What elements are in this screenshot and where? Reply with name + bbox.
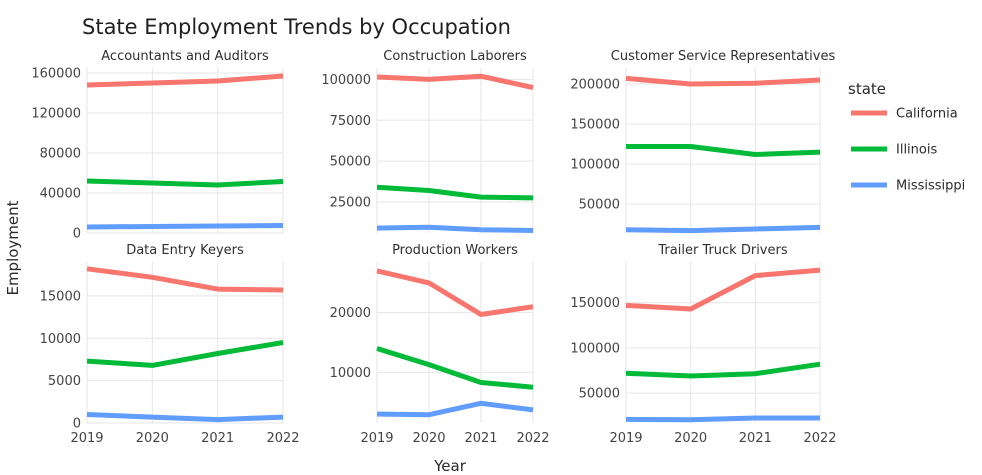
legend-item-illinois: Illinois (851, 143, 937, 158)
y-tick-label: 100000 (570, 158, 620, 173)
chart-title: State Employment Trends by Occupation (82, 15, 511, 39)
y-tick-label: 75000 (330, 114, 371, 129)
x-axis-title: Year (433, 457, 467, 475)
y-tick-label: 40000 (40, 187, 81, 202)
x-tick-label: 2020 (136, 431, 169, 446)
series-line-california (86, 73, 284, 88)
series-line-california (86, 266, 284, 293)
series-line-mississippi (625, 224, 821, 234)
series-line-california (625, 267, 821, 312)
series-line-illinois (376, 346, 534, 390)
legend: state California Illinois Mississippi (848, 80, 965, 194)
x-tick-label: 2019 (609, 431, 642, 446)
panel-accountants-and-auditors: Accountants and Auditors 0 40000 80000 12000… (31, 49, 284, 242)
y-tick-label: 50000 (579, 198, 620, 213)
legend-items: California Illinois Mississippi (851, 107, 965, 194)
panel-title: Trailer Truck Drivers (657, 243, 787, 258)
panel-data-entry-keyers: Data Entry Keyers 0 5000 10000 15000 2019 2020… (40, 243, 300, 446)
panel-trailer-truck-drivers: Trailer Truck Drivers 50000 100000 150000 20… (570, 243, 836, 446)
x-tick-label: 2021 (464, 431, 497, 446)
x-tick-label: 2022 (266, 431, 299, 446)
legend-title: state (848, 80, 886, 98)
series-line-mississippi (376, 400, 534, 418)
panel-title: Production Workers (392, 243, 518, 258)
x-tick-label: 2022 (516, 431, 549, 446)
legend-label: Illinois (896, 143, 937, 158)
y-tick-label: 150000 (570, 118, 620, 133)
legend-label: Mississippi (896, 179, 965, 194)
series-line-mississippi (86, 223, 284, 230)
x-tick-label: 2020 (412, 431, 445, 446)
y-tick-label: 80000 (40, 147, 81, 162)
y-tick-label: 5000 (48, 374, 81, 389)
panel-title: Data Entry Keyers (126, 243, 244, 258)
legend-item-california: California (851, 107, 958, 122)
series-line-california (625, 75, 821, 87)
y-tick-label: 0 (73, 227, 81, 242)
y-tick-label: 100000 (570, 341, 620, 356)
panel-title: Accountants and Auditors (101, 49, 269, 64)
y-tick-label: 10000 (40, 332, 81, 347)
y-tick-label: 0 (73, 417, 81, 432)
y-tick-label: 120000 (31, 107, 81, 122)
y-tick-label: 10000 (330, 366, 371, 381)
legend-label: California (896, 107, 958, 122)
series-line-illinois (86, 340, 284, 368)
series-line-california (376, 268, 534, 317)
series-line-mississippi (86, 412, 284, 423)
series-line-california (376, 73, 534, 91)
x-tick-label: 2021 (739, 431, 772, 446)
y-tick-label: 150000 (570, 296, 620, 311)
y-tick-label: 50000 (330, 155, 371, 170)
y-tick-label: 25000 (330, 195, 371, 210)
y-tick-label: 15000 (40, 289, 81, 304)
panel-construction-laborers: Construction Laborers 25000 50000 75000 1000… (321, 49, 534, 233)
x-tick-label: 2021 (201, 431, 234, 446)
series-line-illinois (86, 178, 284, 188)
y-tick-label: 20000 (330, 306, 371, 321)
series-line-illinois (625, 361, 821, 379)
series-line-mississippi (376, 224, 534, 233)
panel-customer-service-representatives: Customer Service Representatives 50000 100… (570, 49, 836, 234)
x-tick-label: 2022 (803, 431, 836, 446)
x-tick-label: 2019 (360, 431, 393, 446)
y-axis-title: Employment (4, 200, 22, 295)
y-tick-label: 100000 (321, 73, 371, 88)
panel-title: Customer Service Representatives (611, 49, 836, 64)
panel-production-workers: Production Workers 10000 20000 2019 2020 2021… (330, 243, 550, 446)
series-line-illinois (376, 184, 534, 201)
series-line-mississippi (625, 415, 820, 423)
series-line-illinois (626, 144, 821, 157)
y-tick-label: 160000 (31, 67, 81, 82)
y-tick-label: 200000 (570, 78, 620, 93)
facet-panels: Accountants and Auditors 0 40000 80000 12000… (31, 49, 836, 446)
x-tick-label: 2019 (70, 431, 103, 446)
legend-item-mississippi: Mississippi (851, 179, 965, 194)
x-tick-label: 2020 (674, 431, 707, 446)
y-tick-label: 50000 (579, 387, 620, 402)
panel-title: Construction Laborers (383, 49, 527, 64)
